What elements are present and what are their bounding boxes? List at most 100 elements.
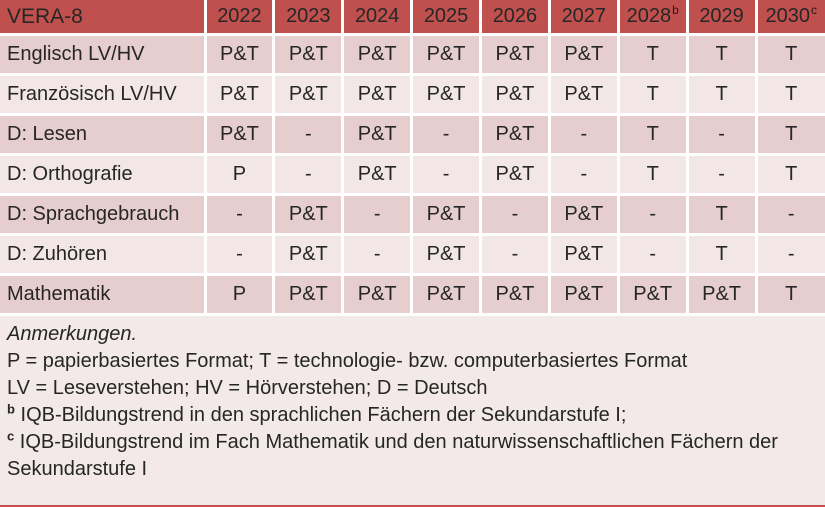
notes-section: Anmerkungen. P = papierbasiertes Format; …	[0, 316, 825, 505]
value-cell-2026: P&T	[480, 34, 551, 76]
subject-label: Französisch LV/HV	[0, 74, 207, 116]
subject-row: Französisch LV/HV P&T P&T P&T P&T P&T P&T T T T	[0, 74, 825, 116]
value-cell-2022: P&T	[205, 34, 276, 76]
value-cell-2026: P&T	[480, 274, 551, 316]
value-cell-2029: -	[687, 114, 758, 156]
value-cell-2026: P&T	[480, 154, 551, 196]
value-cell-2030: -	[756, 194, 825, 236]
value-cell-2026: -	[480, 234, 551, 276]
value-cell-2027: -	[549, 114, 620, 156]
year-header-2028: 2028b	[618, 0, 689, 36]
vera8-table: VERA-8 2022 2023 2024 2025 2026 2027 2028b 2029…	[0, 0, 825, 316]
value-cell-2029: T	[687, 234, 758, 276]
value-cell-2022: -	[205, 234, 276, 276]
footnote-marker-b: b	[7, 401, 15, 417]
value-cell-2028: T	[618, 74, 689, 116]
year-header-2027: 2027	[549, 0, 620, 36]
value-cell-2025: P&T	[411, 194, 482, 236]
value-cell-2026: P&T	[480, 114, 551, 156]
table-body: Englisch LV/HV P&T P&T P&T P&T P&T P&T T T T Franz…	[0, 34, 825, 316]
footnote-marker-c: c	[811, 3, 817, 18]
subject-row: Mathematik P P&T P&T P&T P&T P&T P&T P&T T	[0, 274, 825, 316]
value-cell-2029: T	[687, 194, 758, 236]
subject-label: Mathematik	[0, 274, 207, 316]
value-cell-2023: -	[273, 154, 345, 196]
subject-row: D: Lesen P&T - P&T - P&T - T - T	[0, 114, 825, 156]
value-cell-2028: P&T	[618, 274, 689, 316]
value-cell-2025: P&T	[411, 74, 482, 116]
value-cell-2030: T	[756, 114, 825, 156]
note-line: LV = Leseverstehen; HV = Hörverstehen; D…	[7, 377, 488, 399]
value-cell-2022: P&T	[205, 74, 276, 116]
subject-label: Englisch LV/HV	[0, 34, 207, 76]
value-cell-2030: -	[756, 234, 825, 276]
footnote-marker-c: c	[7, 428, 15, 444]
note-line: b IQB-Bildungstrend in den sprachlichen …	[7, 401, 627, 426]
value-cell-2027: P&T	[549, 194, 620, 236]
value-cell-2029: P&T	[687, 274, 758, 316]
value-cell-2025: -	[411, 114, 482, 156]
value-cell-2026: -	[480, 194, 551, 236]
value-cell-2025: P&T	[411, 274, 482, 316]
value-cell-2029: -	[687, 154, 758, 196]
table-title-cell: VERA-8	[0, 0, 207, 36]
value-cell-2024: P&T	[342, 74, 414, 116]
value-cell-2029: T	[687, 34, 758, 76]
value-cell-2030: T	[756, 34, 825, 76]
value-cell-2024: P&T	[342, 114, 414, 156]
value-cell-2028: T	[618, 114, 689, 156]
value-cell-2023: P&T	[273, 194, 345, 236]
note-line: Anmerkungen.	[7, 323, 138, 345]
value-cell-2024: P&T	[342, 274, 414, 316]
value-cell-2027: -	[549, 154, 620, 196]
subject-label: D: Orthografie	[0, 154, 207, 196]
value-cell-2027: P&T	[549, 234, 620, 276]
value-cell-2025: P&T	[411, 34, 482, 76]
value-cell-2025: -	[411, 154, 482, 196]
subject-row: D: Sprachgebrauch - P&T - P&T - P&T - T -	[0, 194, 825, 236]
subject-row: Englisch LV/HV P&T P&T P&T P&T P&T P&T T T T	[0, 34, 825, 76]
value-cell-2024: -	[342, 194, 414, 236]
value-cell-2024: -	[342, 234, 414, 276]
value-cell-2030: T	[756, 74, 825, 116]
value-cell-2029: T	[687, 74, 758, 116]
year-header-2023: 2023	[273, 0, 345, 36]
value-cell-2022: P	[205, 274, 276, 316]
value-cell-2022: P&T	[205, 114, 276, 156]
subject-label: D: Zuhören	[0, 234, 207, 276]
value-cell-2030: T	[756, 274, 825, 316]
value-cell-2023: -	[273, 114, 345, 156]
value-cell-2023: P&T	[273, 234, 345, 276]
value-cell-2023: P&T	[273, 34, 345, 76]
value-cell-2028: T	[618, 34, 689, 76]
footnote-marker-b: b	[672, 3, 679, 18]
subject-row: D: Zuhören - P&T - P&T - P&T - T -	[0, 234, 825, 276]
value-cell-2027: P&T	[549, 274, 620, 316]
note-line: P = papierbasiertes Format; T = technolo…	[7, 350, 688, 372]
year-header-2024: 2024	[342, 0, 414, 36]
value-cell-2025: P&T	[411, 234, 482, 276]
value-cell-2028: -	[618, 194, 689, 236]
year-header-2030: 2030c	[756, 0, 825, 36]
header-row: VERA-8 2022 2023 2024 2025 2026 2027 2028b 2029…	[0, 0, 825, 36]
year-header-2022: 2022	[205, 0, 276, 36]
year-header-2025: 2025	[411, 0, 482, 36]
value-cell-2023: P&T	[273, 74, 345, 116]
value-cell-2026: P&T	[480, 74, 551, 116]
value-cell-2022: -	[205, 194, 276, 236]
subject-label: D: Lesen	[0, 114, 207, 156]
value-cell-2028: T	[618, 154, 689, 196]
value-cell-2028: -	[618, 234, 689, 276]
value-cell-2027: P&T	[549, 74, 620, 116]
value-cell-2030: T	[756, 154, 825, 196]
subject-label: D: Sprachgebrauch	[0, 194, 207, 236]
value-cell-2022: P	[205, 154, 276, 196]
value-cell-2024: P&T	[342, 34, 414, 76]
value-cell-2027: P&T	[549, 34, 620, 76]
year-header-2026: 2026	[480, 0, 551, 36]
value-cell-2023: P&T	[273, 274, 345, 316]
note-line: c IQB-Bildungstrend im Fach Mathematik u…	[7, 428, 778, 480]
year-header-2029: 2029	[687, 0, 758, 36]
subject-row: D: Orthografie P - P&T - P&T - T - T	[0, 154, 825, 196]
